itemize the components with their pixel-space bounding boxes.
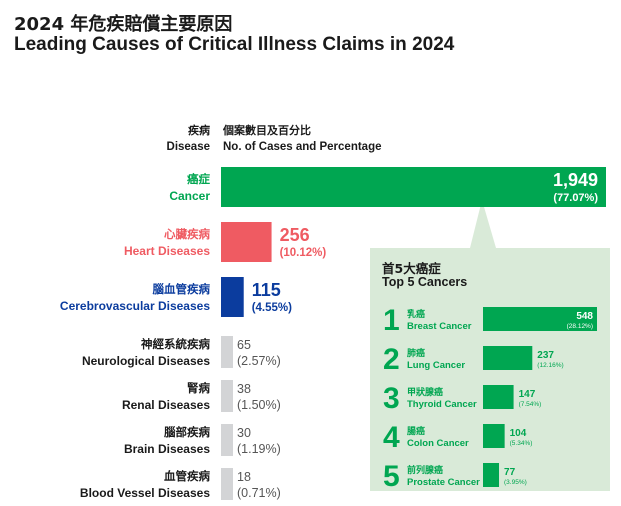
- value-label: 38: [237, 382, 251, 396]
- rank-number: 3: [383, 382, 400, 415]
- header-cases-en: No. of Cases and Percentage: [223, 141, 382, 153]
- category-label: Blood Vessel Diseases: [80, 486, 210, 500]
- cancer-label-zh: 腸癌: [407, 425, 425, 437]
- value-label: 115: [252, 280, 281, 300]
- rank-number: 5: [383, 460, 400, 493]
- percent-label: (77.07%): [553, 192, 598, 204]
- value-label: 18: [237, 470, 251, 484]
- cancer-bar: [483, 424, 505, 448]
- cancer-value-label: 237: [537, 350, 554, 361]
- cancer-label-zh: 乳癌: [407, 308, 425, 320]
- category-label-zh: 心臟疾病: [164, 227, 210, 241]
- cancer-label: Lung Cancer: [407, 360, 465, 371]
- category-label: Heart Diseases: [124, 244, 210, 258]
- cancer-value-label: 548: [576, 311, 593, 322]
- category-label: Cancer: [169, 189, 210, 203]
- cancer-label: Colon Cancer: [407, 438, 469, 449]
- category-label: Neurological Diseases: [82, 354, 210, 368]
- category-label-zh: 神經系統疾病: [141, 337, 210, 351]
- cancer-value-label: 147: [519, 389, 536, 400]
- cancer-bar: [483, 307, 597, 331]
- cancer-percent-label: (3.95%): [504, 479, 527, 486]
- top5-title-en: Top 5 Cancers: [382, 275, 468, 289]
- percent-label: (1.50%): [237, 398, 281, 412]
- cancer-percent-label: (7.54%): [519, 401, 542, 408]
- cancer-bar: [483, 385, 514, 409]
- percent-label: (10.12%): [280, 247, 327, 259]
- percent-label: (4.55%): [252, 302, 292, 314]
- cancer-label-zh: 甲狀腺癌: [407, 386, 443, 398]
- cancer-label-zh: 肺癌: [407, 347, 425, 359]
- category-label: Renal Diseases: [122, 398, 210, 412]
- cancer-label: Breast Cancer: [407, 321, 472, 332]
- header-cases: 個案數目及百分比 No. of Cases and Percentage: [223, 122, 382, 156]
- bar-cancer: [221, 167, 606, 207]
- title-english: Leading Causes of Critical Illness Claim…: [14, 34, 455, 55]
- category-label-zh: 腦部疾病: [164, 425, 210, 439]
- bar-cerebrovascular-diseases: [221, 277, 244, 317]
- category-label-zh: 癌症: [187, 172, 210, 186]
- cancer-bar: [483, 463, 500, 487]
- cancer-percent-label: (12.16%): [537, 362, 563, 369]
- rank-number: 2: [383, 343, 400, 376]
- bar-heart-diseases: [221, 222, 272, 262]
- rank-number: 4: [383, 421, 400, 454]
- cancer-label-zh: 前列腺癌: [407, 464, 443, 476]
- title-chinese: 2024 年危疾賠償主要原因: [14, 14, 233, 35]
- value-label: 1,949: [553, 170, 598, 190]
- header-cases-zh: 個案數目及百分比: [223, 124, 311, 137]
- cancer-value-label: 77: [504, 467, 516, 478]
- category-label-zh: 腦血管疾病: [153, 282, 211, 296]
- cancer-label: Prostate Cancer: [407, 477, 480, 488]
- bar-neurological-diseases: [221, 336, 233, 368]
- bar-brain-diseases: [221, 424, 233, 456]
- category-label: Brain Diseases: [124, 442, 210, 456]
- bar-blood-vessel-diseases: [221, 468, 233, 500]
- header-disease: 疾病 Disease: [167, 122, 210, 156]
- inset-pointer-triangle: [470, 200, 496, 248]
- top5-title-zh: 首5大癌症: [382, 261, 441, 276]
- cancer-percent-label: (5.34%): [510, 440, 533, 447]
- value-label: 65: [237, 338, 251, 352]
- value-label: 30: [237, 426, 251, 440]
- cancer-label: Thyroid Cancer: [407, 399, 477, 410]
- cancer-bar: [483, 346, 533, 370]
- category-label-zh: 腎病: [187, 381, 210, 395]
- value-label: 256: [280, 225, 310, 245]
- header-disease-en: Disease: [166, 141, 210, 153]
- percent-label: (1.19%): [237, 442, 281, 456]
- cancer-value-label: 104: [510, 428, 527, 439]
- header-disease-zh: 疾病: [188, 124, 210, 137]
- category-label: Cerebrovascular Diseases: [60, 299, 210, 313]
- bar-renal-diseases: [221, 380, 233, 412]
- rank-number: 1: [383, 304, 400, 337]
- category-label-zh: 血管疾病: [164, 469, 210, 483]
- percent-label: (2.57%): [237, 354, 281, 368]
- cancer-percent-label: (28.12%): [567, 323, 593, 330]
- percent-label: (0.71%): [237, 486, 281, 500]
